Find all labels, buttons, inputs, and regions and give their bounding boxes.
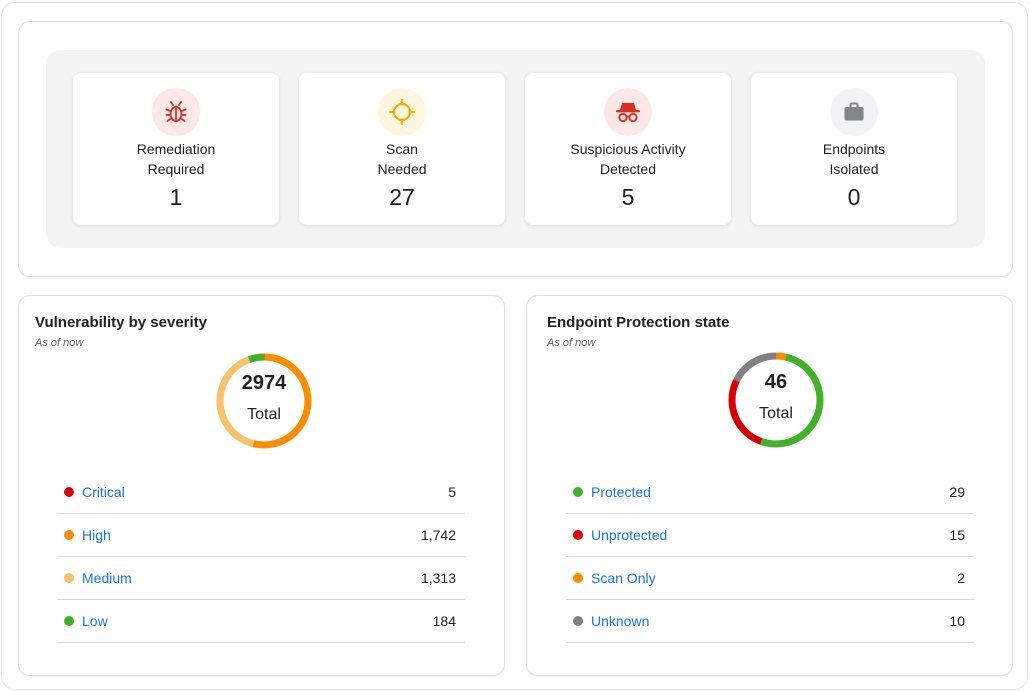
legend-row-low[interactable]: Low 184: [57, 600, 465, 643]
legend-link[interactable]: Unknown: [591, 613, 650, 629]
legend-row-unprotected[interactable]: Unprotected 15: [566, 514, 974, 557]
tile-label-line1: Scan: [386, 141, 418, 157]
donut-segment-low: [216, 353, 312, 449]
legend-link[interactable]: High: [82, 527, 111, 543]
card-title: Vulnerability by severity: [35, 314, 208, 331]
legend-link[interactable]: Medium: [82, 570, 132, 586]
legend-count: 1,742: [420, 527, 456, 543]
legend-link[interactable]: Low: [82, 613, 108, 629]
legend-link[interactable]: Scan Only: [591, 570, 656, 586]
legend-row-scan-only[interactable]: Scan Only 2: [566, 557, 974, 600]
crosshair-icon: [378, 88, 426, 136]
legend-link[interactable]: Unprotected: [591, 527, 668, 543]
tile-value: 0: [847, 184, 861, 210]
legend-link[interactable]: Protected: [591, 484, 651, 500]
legend-row-medium[interactable]: Medium 1,313: [57, 557, 465, 600]
status-dot: [64, 487, 74, 497]
vulnerability-donut: [216, 353, 312, 449]
tile-label: Suspicious Activity Detected: [525, 139, 731, 179]
status-dot: [573, 487, 583, 497]
protection-card: Endpoint Protection state As of now 46 T…: [526, 295, 1013, 676]
tile-label: Remediation Required: [73, 139, 279, 179]
legend-count: 15: [949, 527, 965, 543]
briefcase-icon: [830, 88, 878, 136]
tile-value: 1: [169, 184, 183, 210]
legend-count: 2: [957, 570, 965, 586]
severity-legend: Critical 5 High 1,742 Medium 1,313 Low 1…: [57, 471, 465, 643]
tile-label: Endpoints Isolated: [751, 139, 957, 179]
legend-count: 184: [432, 613, 456, 629]
status-dot: [573, 616, 583, 626]
card-title: Endpoint Protection state: [547, 314, 730, 331]
donut-center: 2974 Total: [214, 351, 314, 451]
status-dot: [573, 573, 583, 583]
protection-donut: [728, 352, 824, 448]
tile-label-line2: Required: [147, 161, 205, 177]
tile-label: Scan Needed: [299, 139, 505, 179]
donut-segment-unprotected: [728, 352, 824, 448]
tile-suspicious-activity[interactable]: Suspicious Activity Detected 5: [525, 73, 731, 225]
protection-legend: Protected 29 Unprotected 15 Scan Only 2 …: [566, 471, 974, 643]
card-subtitle: As of now: [35, 337, 84, 349]
tile-value: 27: [389, 184, 415, 210]
status-dot: [64, 573, 74, 583]
bug-icon: [152, 88, 200, 136]
tile-label-line1: Remediation: [136, 141, 216, 157]
legend-row-high[interactable]: High 1,742: [57, 514, 465, 557]
tile-label-line2: Needed: [377, 161, 427, 177]
status-dot: [64, 616, 74, 626]
donut-segment-protected: [728, 352, 824, 448]
legend-count: 1,313: [420, 570, 456, 586]
tile-remediation-required[interactable]: Remediation Required 1: [73, 73, 279, 225]
donut-total: 46: [764, 371, 788, 393]
donut-total-label: Total: [759, 405, 793, 422]
donut-center: 46 Total: [726, 350, 826, 450]
legend-link[interactable]: Critical: [82, 484, 125, 500]
legend-row-critical[interactable]: Critical 5: [57, 471, 465, 514]
legend-count: 29: [949, 484, 965, 500]
tile-scan-needed[interactable]: Scan Needed 27: [299, 73, 505, 225]
spy-icon: [604, 88, 652, 136]
legend-count: 10: [949, 613, 965, 629]
legend-row-protected[interactable]: Protected 29: [566, 471, 974, 514]
donut-total-label: Total: [247, 406, 281, 423]
donut-total: 2974: [241, 372, 287, 394]
donut-segment-unknown: [728, 352, 824, 448]
vulnerability-card: Vulnerability by severity As of now 2974…: [18, 295, 505, 676]
donut-segment-high: [216, 353, 312, 449]
legend-count: 5: [448, 484, 456, 500]
donut-segment-medium: [216, 353, 312, 449]
tile-label-line1: Suspicious Activity: [570, 141, 686, 157]
tile-value: 5: [621, 184, 635, 210]
tile-label-line2: Isolated: [829, 161, 879, 177]
tile-label-line2: Detected: [599, 161, 657, 177]
status-dot: [573, 530, 583, 540]
card-subtitle: As of now: [547, 337, 596, 349]
legend-row-unknown[interactable]: Unknown 10: [566, 600, 974, 643]
status-dot: [64, 530, 74, 540]
tile-label-line1: Endpoints: [822, 141, 886, 157]
tile-endpoints-isolated[interactable]: Endpoints Isolated 0: [751, 73, 957, 225]
